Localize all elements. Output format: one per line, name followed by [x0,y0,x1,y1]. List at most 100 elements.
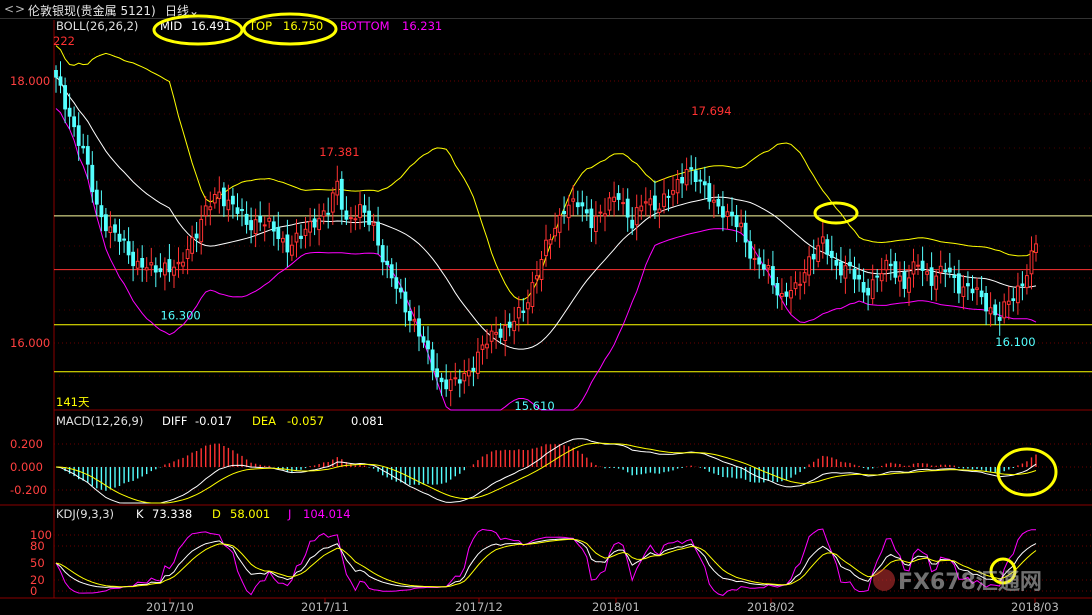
candle-body [961,286,966,297]
candle-body [902,271,907,289]
boll-name[interactable]: BOLL(26,26,2) [56,19,138,33]
candle-body [90,164,95,193]
price-annotations: 17.381 16.300 15.610 17.694 16.100 [161,104,1036,413]
candle-body [299,235,303,240]
kdj-k-value: 73.338 [152,507,192,521]
candle-body [76,125,81,146]
candle-body [467,370,471,377]
candle-body [639,205,644,212]
candle-body [993,304,998,316]
candle-body [435,368,440,378]
price-annotation: 17.694 [691,104,731,118]
candle-body [253,219,258,234]
highlight-top [242,12,338,46]
highlight-annotations [152,12,1058,585]
watermark-text: FX678汇通网 [898,570,1042,595]
candle-body [172,266,176,276]
candle-body [612,196,617,202]
candle-body [857,274,862,280]
candle-body [757,257,762,265]
x-tick-label: 2017/12 [455,600,503,614]
candle-body [285,234,290,253]
candle-body [693,170,698,183]
candle-body [929,267,934,286]
macd-diff-label: DIFF [162,414,187,428]
back-arrow-icon[interactable]: < [4,2,15,16]
candle-body [748,241,753,259]
macd-dea-value: -0.057 [287,414,324,428]
main-gridlines [54,53,1092,377]
candle-body [653,195,657,211]
boll-mid-value: 16.491 [191,19,231,33]
candle-body [952,275,957,279]
candle-body [879,273,884,282]
candle-body [725,211,730,218]
candle-body [330,192,335,213]
candle-body [476,351,480,374]
candle-body [507,321,512,328]
candle-body [575,202,580,208]
candle-body [1002,301,1007,319]
candle-body [848,261,852,267]
candle-body [81,145,86,149]
candle-body [739,222,744,228]
price-annotation: 15.610 [514,399,554,413]
candle-body [802,272,807,283]
candle-body [707,183,712,202]
candle-body [244,213,249,225]
candle-body [385,260,390,265]
forward-arrow-icon[interactable]: > [15,2,26,16]
candle-body [716,198,721,207]
macd-y-tick-label: 0.000 [10,460,43,474]
candle-body [54,70,58,78]
candle-body [262,224,267,227]
candle-body [108,226,113,233]
candle-body [249,220,253,231]
macd-y-tick-label: 0.200 [10,437,43,451]
boll-bottom-value: 16.231 [402,19,442,33]
candle-body [1020,283,1025,287]
candle-body [907,277,911,293]
kdj-j-line [55,528,1037,596]
candle-body [548,239,553,245]
candle-body [798,283,803,286]
candle-body [884,259,889,271]
candle-body [380,245,385,263]
x-tick-label: 2018/02 [747,600,795,614]
candle-body [607,197,612,211]
candle-body [444,379,449,390]
candle-body [163,262,167,276]
boll-top-value: 16.750 [283,19,323,33]
kdj-name[interactable]: KDJ(9,3,3) [56,507,114,521]
candle-body [199,218,204,243]
candle-body [875,275,880,278]
macd-value: 0.081 [351,414,384,428]
candle-body [784,291,789,297]
candle-body [730,211,734,217]
price-annotation: 16.100 [995,335,1035,349]
candle-body [516,307,521,319]
candle-body [63,85,68,110]
candle-body [113,224,117,233]
boll-mid-label: MID [160,19,182,33]
candle-body [294,232,299,243]
candle-body [1029,250,1034,275]
x-tick-label: 2017/10 [146,600,194,614]
candle-body [485,343,489,349]
candle-body [489,330,494,342]
instrument-title[interactable]: 伦敦银现(贵金属 5121) [28,4,156,18]
period-label: 日线 [165,4,190,18]
candle-body [761,264,766,270]
candle-body [594,215,598,233]
macd-name[interactable]: MACD(12,26,9) [56,414,143,428]
candle-body [448,379,453,392]
period-selector[interactable]: 日线⌄ [165,2,199,19]
candle-body [144,267,149,271]
highlight-resistance [813,201,859,225]
candle-body [898,275,902,282]
candle-body [721,206,725,218]
kdj-j-value: 104.014 [303,507,351,521]
candle-body [829,250,834,258]
candle-body [771,266,775,286]
